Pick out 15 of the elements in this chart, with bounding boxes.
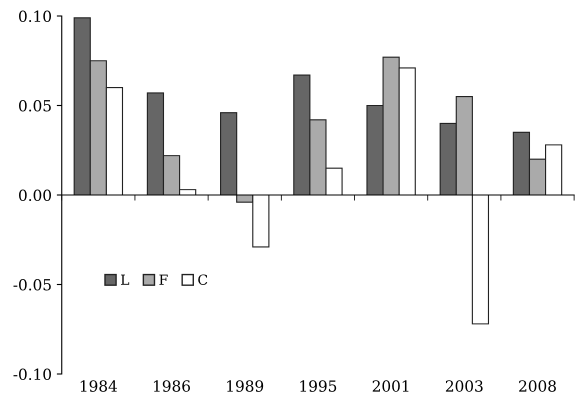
x-tick-label: 1989 bbox=[227, 380, 264, 392]
x-tick-label: 2001 bbox=[372, 380, 408, 392]
x-tick-label: 1995 bbox=[300, 380, 336, 392]
y-tick-label: 0.05 bbox=[19, 100, 51, 112]
y-tick-label: -0.10 bbox=[14, 368, 51, 380]
y-tick-label: -0.05 bbox=[14, 278, 51, 291]
legend-label: C bbox=[198, 274, 208, 285]
legend-label: F bbox=[159, 274, 168, 285]
x-tick-label: 1986 bbox=[154, 380, 190, 392]
x-tick-label: 1984 bbox=[80, 380, 118, 392]
x-tick-label: 2003 bbox=[446, 380, 483, 392]
y-tick-label: 0.10 bbox=[19, 10, 52, 22]
x-tick-label: 2008 bbox=[519, 380, 556, 392]
legend-label: L bbox=[121, 274, 130, 285]
y-tick-label: 0.00 bbox=[19, 189, 52, 202]
